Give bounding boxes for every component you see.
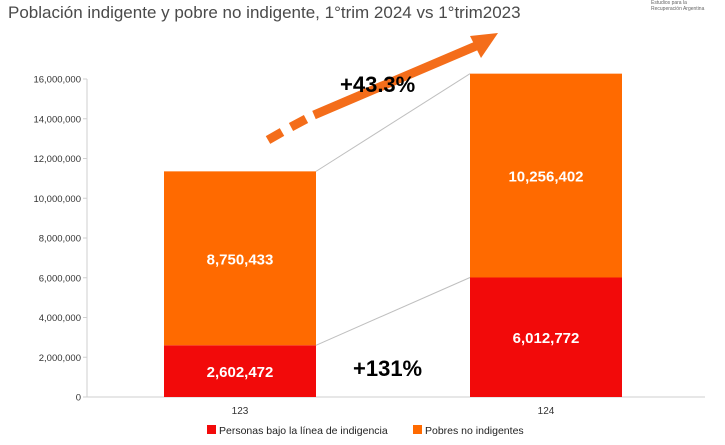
y-tick-label: 12,000,000 (33, 154, 81, 165)
indigent-growth-annotation: +131% (353, 356, 422, 381)
y-tick-label: 14,000,000 (33, 114, 81, 125)
bar-segment (470, 73, 622, 278)
bar-segment (164, 345, 316, 397)
legend-label: Personas bajo la línea de indigencia (219, 425, 388, 437)
y-tick-label: 4,000,000 (39, 313, 81, 324)
x-tick-label: 124 (538, 406, 555, 417)
bar-value-label: 2,602,472 (207, 364, 274, 381)
y-tick-label: 2,000,000 (39, 353, 81, 364)
x-tick-label: 123 (232, 406, 249, 417)
legend-label: Pobres no indigentes (425, 425, 524, 437)
bar-segment (164, 171, 316, 346)
bar-value-label: 10,256,402 (508, 169, 583, 186)
organization-name-line-2: Recuperación Argentina (651, 6, 705, 12)
bars-group: 2,602,472 8,750,433 6,012,772 10,256,402 (164, 73, 622, 397)
connector-line-indigent (315, 277, 471, 346)
y-tick-label: 16,000,000 (33, 75, 81, 86)
total-growth-annotation: +43.3% (340, 72, 415, 97)
trend-arrowhead-icon (470, 33, 498, 58)
legend-swatch (207, 425, 216, 434)
organization-name-line-1: Estudios para la (651, 0, 687, 6)
annotations-group: +43.3% +131% (265, 33, 498, 381)
organization-logo: Estudios para la Recuperación Argentina (651, 0, 711, 12)
bar-value-label: 6,012,772 (513, 330, 580, 347)
bar-value-label: 8,750,433 (207, 251, 274, 268)
chart-title: Población indigente y pobre no indigente… (8, 3, 521, 22)
connector-line-total (315, 73, 471, 172)
bar-segment (470, 277, 622, 397)
y-tick-label: 0 (76, 393, 81, 404)
connector-lines (315, 73, 471, 346)
trend-arrow-icon (265, 41, 478, 144)
legend-swatch (413, 425, 422, 434)
y-tick-label: 10,000,000 (33, 194, 81, 205)
y-tick-label: 8,000,000 (39, 234, 81, 245)
y-tick-label: 6,000,000 (39, 273, 81, 284)
legend: Personas bajo la línea de indigencia Pobr… (207, 425, 524, 437)
